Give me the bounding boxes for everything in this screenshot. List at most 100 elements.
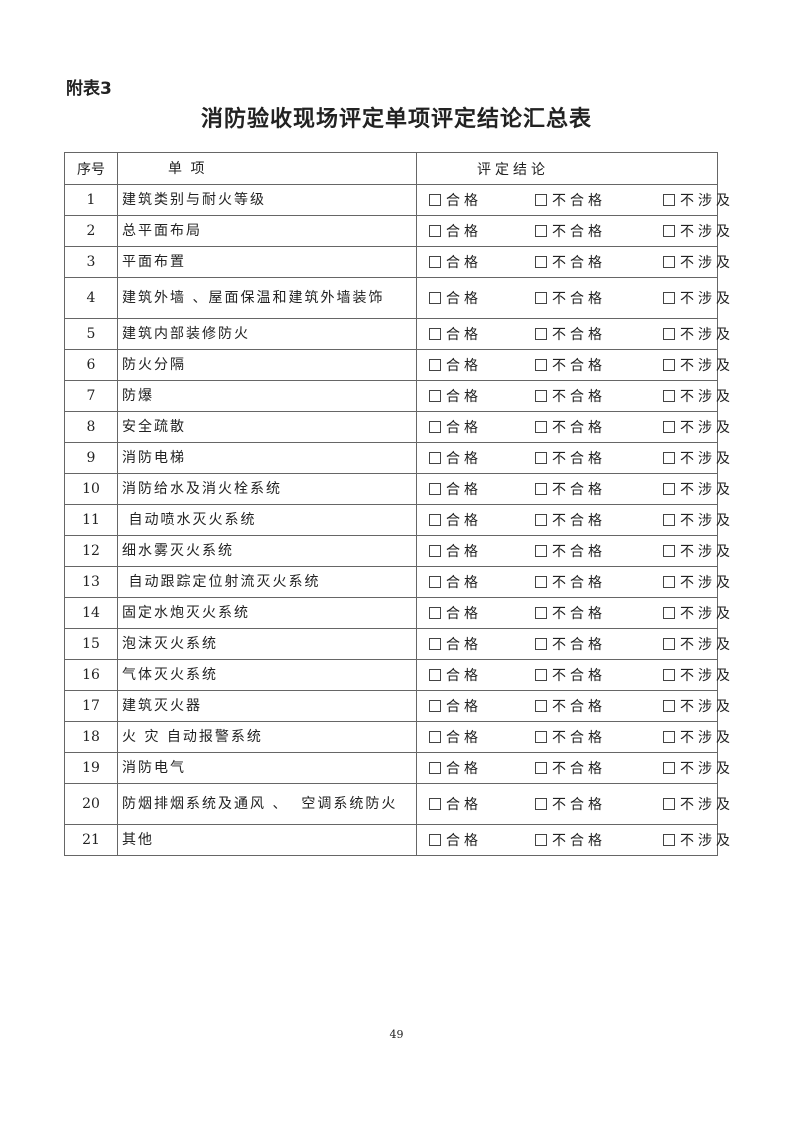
option-not-applicable[interactable]: 不涉及 <box>663 665 734 685</box>
option-not-applicable[interactable]: 不涉及 <box>663 510 734 530</box>
option-not-applicable[interactable]: 不涉及 <box>663 794 734 814</box>
checkbox-icon[interactable] <box>429 545 441 557</box>
option-not-applicable[interactable]: 不涉及 <box>663 541 734 561</box>
option-fail[interactable]: 不合格 <box>535 794 606 814</box>
option-fail[interactable]: 不合格 <box>535 696 606 716</box>
checkbox-icon[interactable] <box>429 390 441 402</box>
option-fail[interactable]: 不合格 <box>535 355 606 375</box>
checkbox-icon[interactable] <box>429 638 441 650</box>
checkbox-icon[interactable] <box>429 292 441 304</box>
option-not-applicable[interactable]: 不涉及 <box>663 758 734 778</box>
option-fail[interactable]: 不合格 <box>535 324 606 344</box>
option-not-applicable[interactable]: 不涉及 <box>663 324 734 344</box>
option-fail[interactable]: 不合格 <box>535 510 606 530</box>
option-not-applicable[interactable]: 不涉及 <box>663 448 734 468</box>
checkbox-icon[interactable] <box>429 225 441 237</box>
option-pass[interactable]: 合格 <box>429 794 482 814</box>
option-pass[interactable]: 合格 <box>429 448 482 468</box>
checkbox-icon[interactable] <box>663 834 675 846</box>
checkbox-icon[interactable] <box>429 194 441 206</box>
option-not-applicable[interactable]: 不涉及 <box>663 572 734 592</box>
checkbox-icon[interactable] <box>535 483 547 495</box>
checkbox-icon[interactable] <box>429 576 441 588</box>
checkbox-icon[interactable] <box>663 731 675 743</box>
option-not-applicable[interactable]: 不涉及 <box>663 830 734 850</box>
checkbox-icon[interactable] <box>663 483 675 495</box>
option-fail[interactable]: 不合格 <box>535 572 606 592</box>
checkbox-icon[interactable] <box>663 545 675 557</box>
option-fail[interactable]: 不合格 <box>535 758 606 778</box>
checkbox-icon[interactable] <box>429 328 441 340</box>
checkbox-icon[interactable] <box>663 390 675 402</box>
checkbox-icon[interactable] <box>535 669 547 681</box>
checkbox-icon[interactable] <box>429 607 441 619</box>
checkbox-icon[interactable] <box>663 607 675 619</box>
checkbox-icon[interactable] <box>429 421 441 433</box>
checkbox-icon[interactable] <box>535 292 547 304</box>
checkbox-icon[interactable] <box>429 256 441 268</box>
option-fail[interactable]: 不合格 <box>535 634 606 654</box>
option-fail[interactable]: 不合格 <box>535 448 606 468</box>
option-pass[interactable]: 合格 <box>429 510 482 530</box>
checkbox-icon[interactable] <box>535 390 547 402</box>
option-fail[interactable]: 不合格 <box>535 190 606 210</box>
checkbox-icon[interactable] <box>429 798 441 810</box>
checkbox-icon[interactable] <box>535 194 547 206</box>
option-pass[interactable]: 合格 <box>429 479 482 499</box>
option-not-applicable[interactable]: 不涉及 <box>663 252 734 272</box>
option-pass[interactable]: 合格 <box>429 324 482 344</box>
checkbox-icon[interactable] <box>535 762 547 774</box>
option-fail[interactable]: 不合格 <box>535 252 606 272</box>
option-fail[interactable]: 不合格 <box>535 727 606 747</box>
checkbox-icon[interactable] <box>535 421 547 433</box>
checkbox-icon[interactable] <box>535 731 547 743</box>
checkbox-icon[interactable] <box>663 256 675 268</box>
option-pass[interactable]: 合格 <box>429 665 482 685</box>
checkbox-icon[interactable] <box>535 452 547 464</box>
option-fail[interactable]: 不合格 <box>535 288 606 308</box>
checkbox-icon[interactable] <box>535 607 547 619</box>
checkbox-icon[interactable] <box>429 731 441 743</box>
checkbox-icon[interactable] <box>663 452 675 464</box>
option-not-applicable[interactable]: 不涉及 <box>663 603 734 623</box>
checkbox-icon[interactable] <box>663 328 675 340</box>
checkbox-icon[interactable] <box>535 514 547 526</box>
checkbox-icon[interactable] <box>535 576 547 588</box>
checkbox-icon[interactable] <box>429 834 441 846</box>
option-pass[interactable]: 合格 <box>429 221 482 241</box>
checkbox-icon[interactable] <box>535 545 547 557</box>
option-not-applicable[interactable]: 不涉及 <box>663 386 734 406</box>
option-pass[interactable]: 合格 <box>429 758 482 778</box>
checkbox-icon[interactable] <box>535 700 547 712</box>
option-fail[interactable]: 不合格 <box>535 541 606 561</box>
option-not-applicable[interactable]: 不涉及 <box>663 190 734 210</box>
option-pass[interactable]: 合格 <box>429 830 482 850</box>
option-pass[interactable]: 合格 <box>429 288 482 308</box>
checkbox-icon[interactable] <box>663 292 675 304</box>
checkbox-icon[interactable] <box>535 328 547 340</box>
checkbox-icon[interactable] <box>663 638 675 650</box>
option-not-applicable[interactable]: 不涉及 <box>663 479 734 499</box>
option-pass[interactable]: 合格 <box>429 417 482 437</box>
checkbox-icon[interactable] <box>429 669 441 681</box>
option-pass[interactable]: 合格 <box>429 696 482 716</box>
checkbox-icon[interactable] <box>535 359 547 371</box>
option-pass[interactable]: 合格 <box>429 603 482 623</box>
checkbox-icon[interactable] <box>429 514 441 526</box>
option-fail[interactable]: 不合格 <box>535 830 606 850</box>
option-fail[interactable]: 不合格 <box>535 603 606 623</box>
checkbox-icon[interactable] <box>663 359 675 371</box>
checkbox-icon[interactable] <box>535 638 547 650</box>
option-fail[interactable]: 不合格 <box>535 665 606 685</box>
checkbox-icon[interactable] <box>663 194 675 206</box>
option-pass[interactable]: 合格 <box>429 572 482 592</box>
option-not-applicable[interactable]: 不涉及 <box>663 634 734 654</box>
option-not-applicable[interactable]: 不涉及 <box>663 417 734 437</box>
option-not-applicable[interactable]: 不涉及 <box>663 355 734 375</box>
checkbox-icon[interactable] <box>535 225 547 237</box>
option-pass[interactable]: 合格 <box>429 386 482 406</box>
option-not-applicable[interactable]: 不涉及 <box>663 288 734 308</box>
checkbox-icon[interactable] <box>663 421 675 433</box>
option-fail[interactable]: 不合格 <box>535 221 606 241</box>
option-not-applicable[interactable]: 不涉及 <box>663 727 734 747</box>
